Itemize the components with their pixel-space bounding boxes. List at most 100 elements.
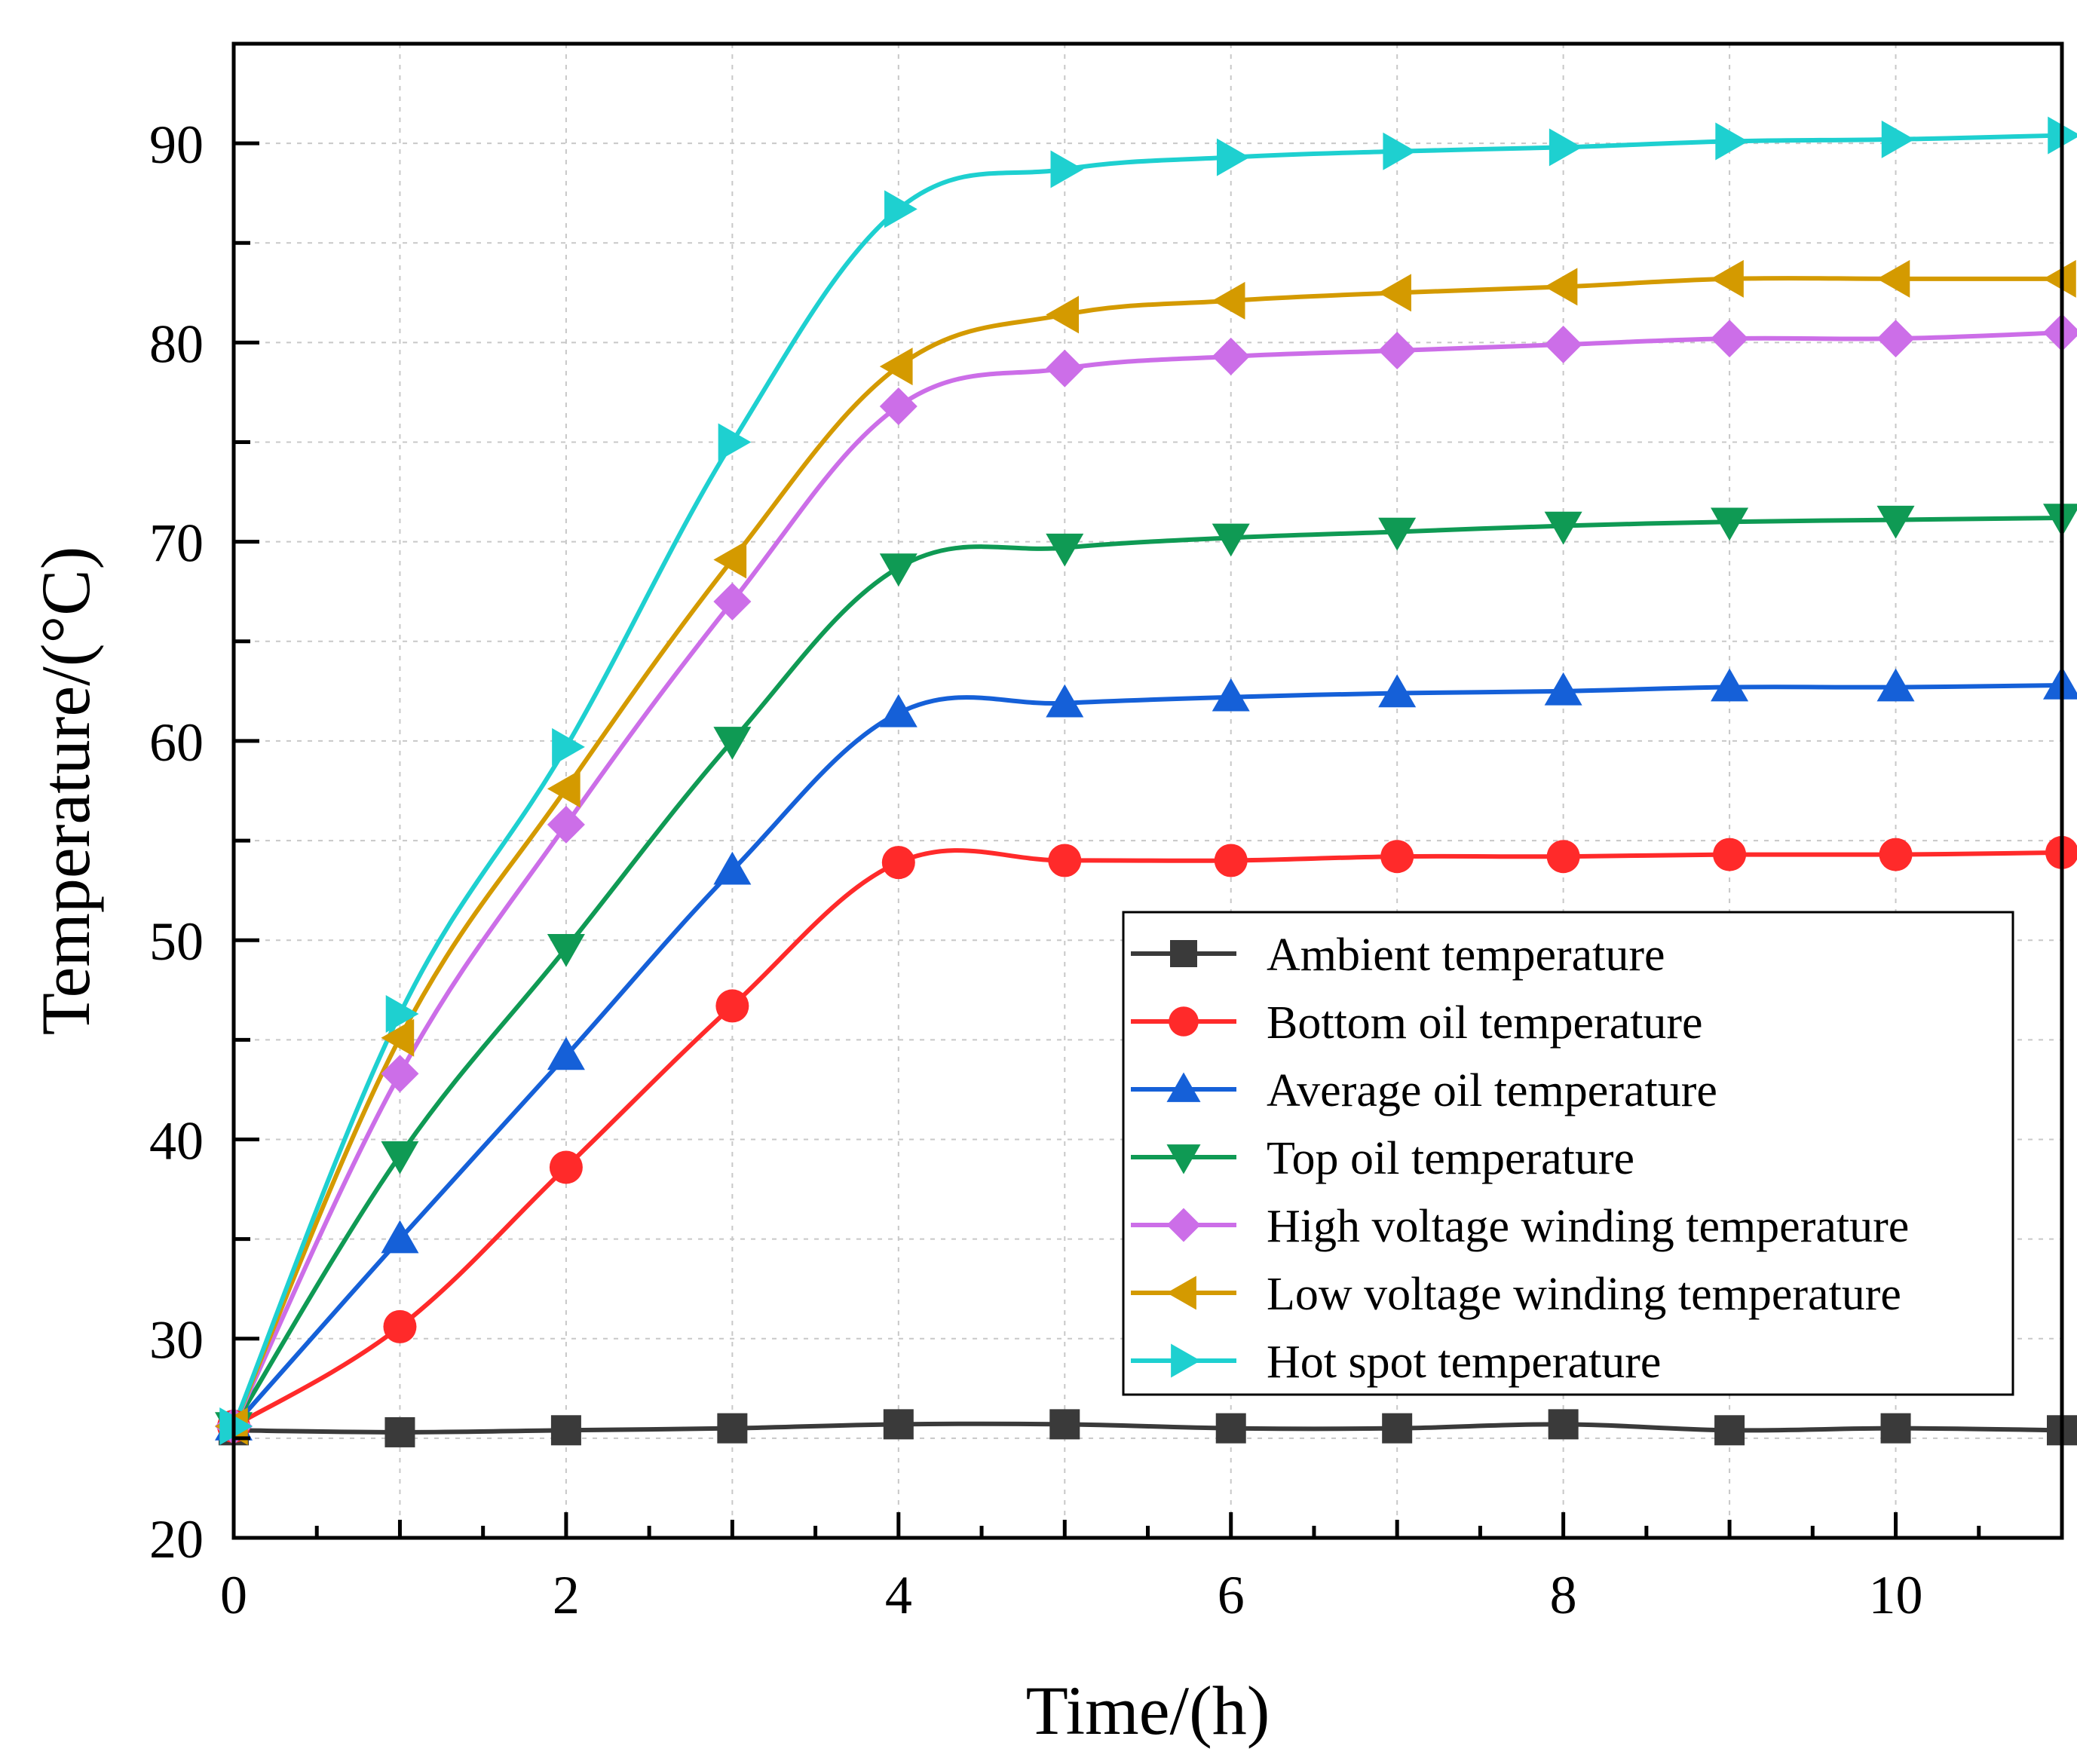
data-point-2-8	[1544, 672, 1582, 706]
data-point-5-7	[1378, 274, 1411, 312]
y-tick-label: 60	[149, 712, 204, 773]
legend-marker	[1166, 1072, 1201, 1102]
data-point-3-4	[879, 553, 917, 587]
data-point-3-7	[1378, 517, 1417, 551]
x-tick-label: 8	[1550, 1565, 1577, 1625]
data-point-1-7	[1380, 840, 1414, 874]
data-point-6-6	[1216, 138, 1250, 176]
data-point-0-6	[1215, 1413, 1246, 1444]
data-point-2-7	[1378, 674, 1417, 708]
data-point-4-8	[1544, 326, 1582, 364]
data-point-2-9	[1711, 668, 1749, 702]
data-point-6-9	[1715, 122, 1749, 161]
data-point-4-3	[713, 582, 752, 620]
data-point-0-1	[384, 1416, 415, 1447]
data-point-0-2	[550, 1415, 581, 1446]
data-point-1-5	[1048, 844, 1082, 877]
data-point-4-4	[879, 387, 917, 425]
data-point-6-8	[1549, 128, 1582, 167]
data-point-6-2	[552, 727, 585, 766]
data-point-3-9	[1711, 507, 1749, 541]
axis-tick-labels: 0 2 4 6 8 10 20 30 40 50 60 70 80 90	[149, 115, 1923, 1625]
data-point-3-8	[1544, 511, 1582, 545]
data-point-2-10	[1876, 668, 1915, 702]
data-point-1-3	[715, 989, 749, 1023]
axis-ticks	[231, 41, 2064, 1540]
data-point-0-5	[1049, 1409, 1080, 1440]
data-point-1-10	[1879, 838, 1913, 871]
x-tick-label: 2	[553, 1565, 580, 1625]
data-point-2-1	[381, 1220, 419, 1254]
data-point-3-10	[1876, 505, 1915, 539]
data-point-0-10	[1880, 1413, 1911, 1444]
data-point-6-1	[385, 994, 419, 1033]
data-point-6-7	[1383, 132, 1417, 170]
data-point-3-6	[1212, 523, 1250, 557]
data-point-5-2	[547, 770, 581, 808]
data-point-6-0	[219, 1407, 253, 1446]
y-tick-label: 40	[149, 1110, 204, 1171]
legend-label: Ambient temperature	[1267, 929, 1665, 981]
data-point-5-10	[1876, 259, 1910, 298]
y-tick-label: 80	[149, 314, 204, 374]
data-point-6-4	[884, 190, 917, 228]
y-tick-label: 20	[149, 1509, 204, 1570]
data-point-2-3	[713, 851, 752, 885]
data-point-0-3	[717, 1413, 748, 1444]
legend-item: High voltage winding temperature	[1131, 1201, 1909, 1252]
data-point-4-9	[1711, 320, 1749, 358]
legend-item: Average oil temperature	[1131, 1065, 1717, 1116]
data-point-1-2	[549, 1150, 583, 1184]
data-point-5-1	[381, 1018, 415, 1057]
x-tick-label: 6	[1218, 1565, 1245, 1625]
legend-marker	[1166, 1208, 1201, 1242]
data-point-4-6	[1212, 337, 1250, 375]
legend-item: Top oil temperature	[1131, 1133, 1634, 1184]
legend-label: High voltage winding temperature	[1267, 1201, 1909, 1252]
x-tick-label: 4	[885, 1565, 912, 1625]
data-point-6-5	[1050, 150, 1084, 188]
legend-item: Hot spot temperature	[1131, 1337, 1661, 1388]
series-markers	[215, 116, 2077, 1447]
data-point-2-6	[1212, 678, 1250, 712]
data-point-0-7	[1382, 1413, 1413, 1444]
data-point-5-9	[1711, 259, 1744, 298]
legend-label: Top oil temperature	[1267, 1133, 1634, 1184]
legend-item: Low voltage winding temperature	[1131, 1269, 1901, 1320]
legend-label: Average oil temperature	[1267, 1065, 1717, 1116]
data-point-5-6	[1212, 281, 1245, 320]
data-point-5-4	[879, 348, 913, 386]
data-point-6-10	[1881, 120, 1915, 158]
data-point-4-5	[1046, 349, 1084, 387]
legend-label: Low voltage winding temperature	[1267, 1269, 1901, 1320]
legend-items: Ambient temperature Bottom oil temperatur…	[1131, 929, 1909, 1388]
y-tick-label: 70	[149, 513, 204, 574]
y-tick-label: 90	[149, 115, 204, 175]
data-point-1-9	[1713, 838, 1747, 871]
legend-box	[1122, 911, 2014, 1396]
data-point-3-2	[547, 934, 585, 967]
series-line-0	[233, 1421, 2063, 1435]
legend-marker	[1166, 1144, 1201, 1174]
data-point-0-4	[883, 1409, 914, 1440]
legend-item: Bottom oil temperature	[1131, 997, 1703, 1049]
y-tick-label: 50	[149, 911, 204, 972]
data-point-4-2	[547, 805, 585, 844]
data-point-3-3	[713, 727, 752, 760]
data-point-1-8	[1546, 840, 1580, 874]
data-point-4-7	[1378, 331, 1417, 369]
legend-marker	[1171, 1343, 1201, 1378]
legend-label: Hot spot temperature	[1267, 1337, 1661, 1388]
data-point-5-8	[1544, 268, 1578, 306]
legend-marker	[1166, 1276, 1196, 1310]
data-point-1-1	[383, 1309, 417, 1343]
legend: Ambient temperature Bottom oil temperatur…	[1122, 911, 2014, 1396]
x-tick-label: 10	[1869, 1565, 1923, 1625]
legend-item: Ambient temperature	[1131, 929, 1665, 981]
data-point-3-1	[381, 1141, 419, 1174]
data-point-4-1	[381, 1055, 419, 1093]
x-tick-label: 0	[220, 1565, 247, 1625]
data-point-5-5	[1046, 296, 1080, 334]
